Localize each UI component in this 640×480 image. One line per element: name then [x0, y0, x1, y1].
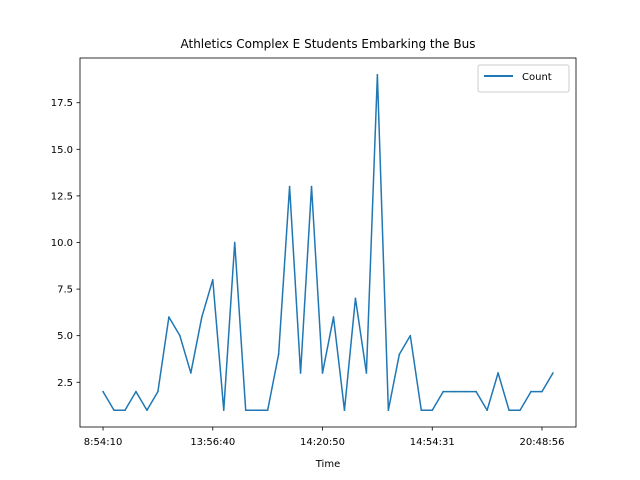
data-point: [277, 353, 280, 356]
x-tick-label: 14:20:50: [300, 437, 345, 448]
x-axis-label: Time: [315, 459, 340, 470]
data-point: [398, 353, 401, 356]
data-point: [420, 409, 423, 412]
data-point: [541, 390, 543, 393]
data-point: [266, 409, 269, 412]
x-tick-label: 20:48:56: [520, 437, 565, 448]
data-point: [431, 409, 434, 412]
data-point: [113, 409, 115, 412]
data-point: [244, 409, 247, 412]
series-group: [102, 73, 554, 412]
data-point: [255, 409, 258, 412]
data-point: [387, 409, 390, 412]
data-point: [135, 390, 137, 393]
data-point: [332, 316, 335, 318]
data-point: [157, 390, 159, 393]
x-axis: 8:54:10 13:56:40 14:20:50 14:54:31 20:48:56: [84, 427, 565, 448]
legend: Count: [477, 64, 570, 93]
data-point: [552, 372, 554, 374]
data-point: [409, 334, 412, 337]
x-tick-label: 14:54:31: [410, 437, 455, 448]
y-tick-label: 7.5: [57, 285, 73, 296]
data-point: [508, 409, 510, 412]
data-point: [530, 390, 532, 393]
y-tick-label: 17.5: [51, 98, 73, 109]
data-point: [497, 372, 499, 374]
data-point: [519, 409, 521, 412]
data-point: [222, 409, 225, 412]
data-point: [365, 372, 368, 374]
data-point: [299, 372, 302, 374]
data-point: [475, 390, 477, 393]
y-tick-label: 10.0: [51, 238, 73, 249]
data-point: [233, 241, 236, 244]
y-axis: 2.5 5.0 7.5 10.0 12.5 15.0 17.5: [51, 98, 80, 389]
data-point: [211, 278, 214, 281]
data-point: [201, 316, 203, 318]
data-point: [288, 185, 291, 188]
data-point: [453, 390, 455, 393]
legend-box: [477, 64, 570, 93]
data-point: [486, 409, 488, 412]
data-point: [102, 390, 104, 393]
y-tick-label: 2.5: [57, 378, 73, 389]
chart-title: Athletics Complex E Students Embarking t…: [181, 37, 476, 51]
data-point: [310, 185, 313, 188]
data-point: [190, 372, 192, 374]
data-point: [124, 409, 126, 412]
x-tick-label: 13:56:40: [190, 437, 235, 448]
data-point: [168, 316, 170, 318]
y-tick-label: 12.5: [51, 191, 73, 202]
data-point: [376, 73, 379, 76]
y-tick-label: 15.0: [51, 145, 73, 156]
x-tick-label: 8:54:10: [84, 437, 123, 448]
data-point: [354, 297, 357, 300]
data-point: [442, 390, 445, 393]
data-point: [464, 390, 466, 393]
y-tick-label: 5.0: [57, 331, 73, 342]
data-point: [179, 334, 181, 337]
data-point: [146, 409, 148, 412]
data-point: [321, 372, 324, 374]
data-point: [343, 409, 346, 412]
legend-label: Count: [522, 72, 552, 83]
series-line-0: [102, 74, 554, 411]
